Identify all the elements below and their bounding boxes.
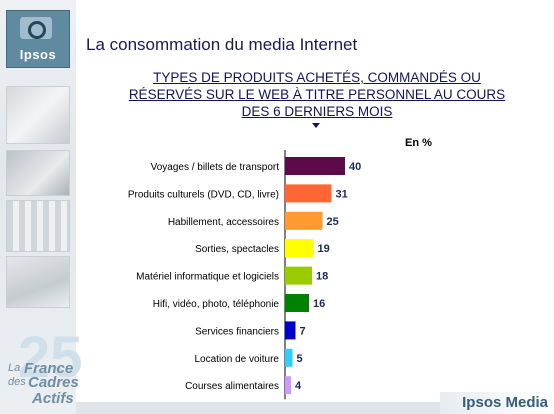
category-label: Location de voiture — [194, 354, 279, 365]
data-label: 18 — [316, 271, 328, 283]
data-label: 4 — [295, 380, 302, 392]
badge-line-2: France — [24, 360, 74, 377]
sidebar-photo-3 — [6, 200, 70, 252]
data-label: 40 — [349, 161, 361, 173]
category-label: Courses alimentaires — [185, 381, 279, 392]
data-label: 31 — [336, 188, 348, 200]
data-label: 16 — [313, 298, 325, 310]
left-sidebar: Ipsos 25 La France des Cadres Actifs — [0, 0, 83, 414]
footer-ipsos-media-logo: Ipsos Media — [440, 392, 554, 414]
title-down-arrow-icon — [312, 123, 320, 128]
category-label: Hifi, vidéo, photo, téléphonie — [153, 299, 280, 310]
bar — [285, 348, 293, 367]
unit-label: En % — [405, 137, 432, 149]
chart-title-line-3: DES 6 DERNIERS MOIS — [241, 104, 393, 119]
bar — [285, 157, 345, 175]
chart-title-line-1: TYPES DE PRODUITS ACHETÉS, COMMANDÉS OU — [153, 70, 481, 85]
bar — [285, 184, 332, 203]
chart-title: TYPES DE PRODUITS ACHETÉS, COMMANDÉS OU … — [90, 69, 544, 120]
category-label: Habillement, accessoires — [168, 217, 279, 228]
badge-line-4: Cadres — [28, 374, 79, 391]
footer-bar — [76, 402, 554, 414]
bar — [285, 294, 309, 312]
data-label: 7 — [300, 325, 306, 337]
sidebar-photo-2 — [6, 150, 70, 196]
ipsos-logo-text: Ipsos — [19, 47, 57, 62]
data-label: 5 — [297, 353, 303, 365]
data-label: 19 — [318, 243, 330, 255]
category-label: Voyages / billets de transport — [151, 162, 280, 173]
data-label: 25 — [327, 216, 339, 228]
bar — [285, 239, 314, 258]
badge-line-3: des — [8, 376, 26, 388]
category-label: Sorties, spectacles — [195, 244, 279, 255]
badge-line-1: La — [8, 362, 21, 374]
slide-title: La consommation du media Internet — [86, 35, 358, 54]
bar — [285, 266, 312, 285]
sidebar-photo-1 — [6, 86, 70, 144]
badge-number: 25 — [18, 325, 83, 390]
chart-title-line-2: RÉSERVÉS SUR LE WEB À TITRE PERSONNEL AU… — [128, 87, 506, 102]
category-label: Matériel informatique et logiciels — [136, 272, 279, 283]
bar — [285, 321, 296, 340]
category-label: Services financiers — [195, 326, 279, 337]
sidebar-photo-4 — [6, 256, 70, 308]
bar — [285, 211, 323, 230]
ipsos-logo-mark-icon — [20, 17, 52, 39]
france-cadres-actifs-badge: 25 La France des Cadres Actifs — [2, 320, 83, 407]
bar — [285, 376, 291, 395]
badge-line-5: Actifs — [32, 390, 74, 407]
ipsos-logo: Ipsos — [6, 10, 70, 68]
category-label: Produits culturels (DVD, CD, livre) — [128, 189, 279, 200]
